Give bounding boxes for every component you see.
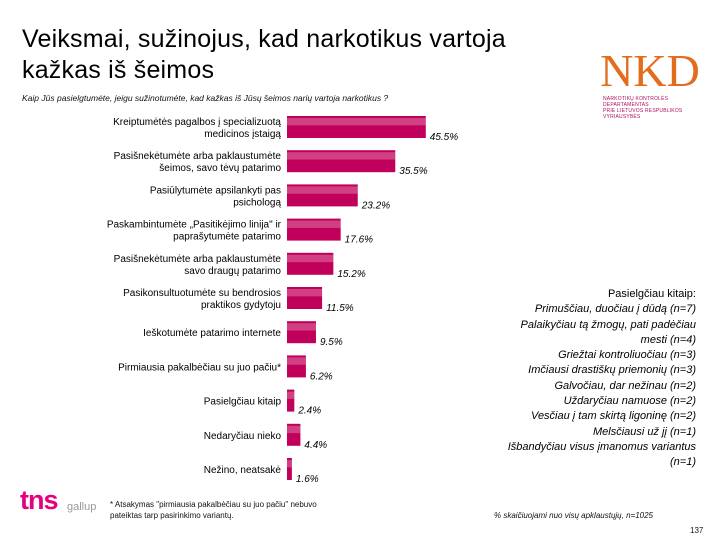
value-label: 11.5% (326, 303, 354, 314)
bar-highlight (287, 186, 358, 194)
page-number: 137 (690, 526, 704, 535)
other-list: Primuščiau, duočiau į dūdą (n=7) Palaikyč… (480, 302, 696, 470)
category-label: savo draugų patarimo (184, 266, 281, 277)
footnote: * Atsakymas "pirmiausia pakalbėčiau su j… (110, 499, 390, 521)
category-label: Nežino, neatsakė (204, 465, 282, 476)
footnote-line-2: pateiktas tarp pasirinkimo variantų. (110, 511, 234, 520)
bar-highlight (287, 220, 341, 228)
bar-highlight (287, 289, 323, 297)
category-label: Pasišnekėtumėte arba paklaustumėte (114, 254, 282, 265)
bar-highlight (287, 118, 426, 126)
bar-row: Nežino, neatsakė 1.6% (204, 458, 319, 485)
value-label: 2.4% (297, 406, 321, 417)
bar-row: Kreiptumėtės pagalbos į specializuotąmed… (113, 116, 458, 143)
bar-row: Pasikonsultuotumėte su bendrosiospraktik… (123, 287, 354, 314)
bar-highlight (287, 425, 301, 434)
category-label: Nedaryčiau nieko (204, 431, 282, 442)
other-item: Palaikyčiau tą žmogų, pati padėčiau (520, 318, 697, 331)
other-item: Primuščiau, duočiau į dūdą (n=7) (534, 303, 696, 316)
bar (287, 184, 358, 207)
bar (287, 423, 301, 446)
category-label: Pirmiausia pakalbėčiau su juo pačiu* (118, 362, 281, 373)
category-label: medicinos įstaigą (204, 129, 281, 140)
other-item: Išbandyčiau visus įmanomus variantus (507, 440, 696, 453)
bar-highlight (287, 460, 292, 468)
other-responses-box: Pasielgčiau kitaip: Primuščiau, duočiau … (480, 287, 696, 471)
value-label: 45.5% (430, 132, 458, 143)
other-item: Uždaryčiau namuose (n=2) (563, 395, 696, 408)
other-item: (n=1) (670, 456, 696, 469)
bar-highlight (287, 357, 306, 365)
bar-row: Ieškotumėte patarimo internete 9.5% (143, 321, 343, 348)
ndk-logo-icon: NKD (600, 45, 700, 90)
survey-question: Kaip Jūs pasielgtumėte, jeigu sužinotumė… (22, 93, 389, 103)
category-label: Pasielgčiau kitaip (204, 397, 282, 408)
bar (287, 150, 396, 173)
value-label: 9.5% (320, 337, 343, 348)
category-label: Pasikonsultuotumėte su bendrosios (123, 288, 281, 299)
footnote-line-1: * Atsakymas "pirmiausia pakalbėčiau su j… (110, 500, 317, 509)
category-label: Pasišnekėtumėte arba paklaustumėte (114, 151, 282, 162)
bar-highlight (287, 391, 295, 399)
bar-row: Pirmiausia pakalbėčiau su juo pačiu* 6.2% (118, 355, 333, 382)
bar-highlight (287, 254, 334, 263)
bar (287, 355, 306, 378)
sample-basis-note: % skaičiuojami nuo visų apklaustųjų, n=1… (494, 511, 653, 520)
value-label: 4.4% (304, 440, 327, 451)
bar-chart: Kreiptumėtės pagalbos į specializuotąmed… (107, 116, 458, 485)
other-item: Galvočiau, dar nežinau (n=2) (554, 379, 696, 392)
other-item: Imčiausi drastiškų priemonių (n=3) (528, 364, 696, 377)
logo-line-2: PRIE LIETUVOS RESPUBLIKOS VYRIAUSYBĖS (603, 108, 683, 120)
bar-highlight (287, 152, 396, 160)
bar (287, 252, 334, 275)
category-label: Pasiūlytumėte apsilankyti pas (150, 185, 281, 196)
category-label: Ieškotumėte patarimo internete (143, 328, 281, 339)
value-label: 35.5% (399, 166, 427, 177)
category-label: Kreiptumėtės pagalbos į specializuotą (113, 117, 281, 128)
category-label: praktikos gydytoju (201, 300, 281, 311)
logo-letters: NKD (600, 45, 700, 90)
bar-highlight (287, 323, 316, 331)
bar (287, 458, 292, 480)
category-label: psichologą (233, 197, 281, 208)
bar (287, 218, 341, 241)
logo-caption: NARKOTIKŲ KONTROLĖS DEPARTAMENTAS PRIE L… (603, 96, 703, 120)
category-label: paprašytumėte patarimo (173, 232, 281, 243)
gallup-logo: gallup (67, 501, 97, 513)
category-label: šeimos, savo tėvų patarimo (159, 163, 281, 174)
bar (287, 287, 323, 309)
value-label: 15.2% (337, 269, 365, 280)
other-item: Griežtai kontroliuočiau (n=3) (558, 349, 696, 362)
other-heading: Pasielgčiau kitaip: (607, 288, 696, 300)
bar (287, 389, 295, 412)
page-title: Veiksmai, sužinojus, kad narkotikus vart… (22, 25, 506, 84)
bar (287, 116, 426, 138)
category-label: Paskambintumėte „Pasitikėjimo linija" ir (107, 220, 282, 231)
bar-row: Pasišnekėtumėte arba paklaustumėtešeimos… (114, 150, 428, 177)
value-label: 17.6% (345, 235, 373, 246)
other-item: Melsčiausi už jį (n=1) (592, 425, 696, 438)
bar-row: Nedaryčiau nieko 4.4% (204, 423, 327, 451)
bar-row: Paskambintumėte „Pasitikėjimo linija" ir… (107, 218, 373, 246)
bar-row: Pasielgčiau kitaip 2.4% (204, 389, 321, 417)
logo-line-1: NARKOTIKŲ KONTROLĖS DEPARTAMENTAS (603, 96, 669, 108)
other-item: Vesčiau į tam skirtą ligoninę (n=2) (531, 410, 696, 423)
tns-logo: tns (20, 485, 58, 515)
value-label: 23.2% (361, 200, 390, 211)
value-label: 1.6% (296, 474, 319, 485)
other-item: mesti (n=4) (640, 333, 696, 346)
bar (287, 321, 316, 344)
value-label: 6.2% (310, 371, 333, 382)
